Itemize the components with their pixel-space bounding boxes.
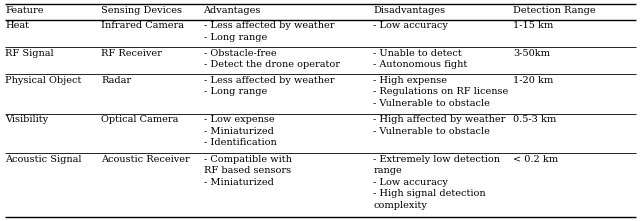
Text: 3-50km: 3-50km	[513, 49, 550, 58]
Text: - Low expense
- Miniaturized
- Identification: - Low expense - Miniaturized - Identific…	[204, 115, 276, 147]
Text: Acoustic Receiver: Acoustic Receiver	[101, 155, 190, 164]
Text: Advantages: Advantages	[204, 6, 261, 15]
Text: RF Receiver: RF Receiver	[101, 49, 162, 58]
Text: 0.5-3 km: 0.5-3 km	[513, 115, 557, 124]
Text: RF Signal: RF Signal	[5, 49, 54, 58]
Text: - High affected by weather
- Vulnerable to obstacle: - High affected by weather - Vulnerable …	[373, 115, 506, 136]
Text: Visibility: Visibility	[5, 115, 48, 124]
Text: Heat: Heat	[5, 21, 29, 30]
Text: 1-20 km: 1-20 km	[513, 76, 554, 85]
Text: - Obstacle-free
- Detect the drone operator: - Obstacle-free - Detect the drone opera…	[204, 49, 339, 69]
Text: - High expense
- Regulations on RF license
- Vulnerable to obstacle: - High expense - Regulations on RF licen…	[373, 76, 508, 108]
Text: Infrared Camera: Infrared Camera	[101, 21, 184, 30]
Text: - Compatible with
RF based sensors
- Miniaturized: - Compatible with RF based sensors - Min…	[204, 155, 291, 187]
Text: Acoustic Signal: Acoustic Signal	[5, 155, 82, 164]
Text: Detection Range: Detection Range	[513, 6, 596, 15]
Text: Optical Camera: Optical Camera	[101, 115, 179, 124]
Text: Sensing Devices: Sensing Devices	[101, 6, 182, 15]
Text: 1-15 km: 1-15 km	[513, 21, 554, 30]
Text: - Low accuracy: - Low accuracy	[373, 21, 448, 30]
Text: Physical Object: Physical Object	[5, 76, 81, 85]
Text: - Unable to detect
- Autonomous fight: - Unable to detect - Autonomous fight	[373, 49, 467, 69]
Text: - Less affected by weather
- Long range: - Less affected by weather - Long range	[204, 76, 334, 96]
Text: Disadvantages: Disadvantages	[373, 6, 445, 15]
Text: Feature: Feature	[5, 6, 44, 15]
Text: Radar: Radar	[101, 76, 131, 85]
Text: - Extremely low detection
range
- Low accuracy
- High signal detection
complexit: - Extremely low detection range - Low ac…	[373, 155, 500, 210]
Text: < 0.2 km: < 0.2 km	[513, 155, 559, 164]
Text: - Less affected by weather
- Long range: - Less affected by weather - Long range	[204, 21, 334, 42]
